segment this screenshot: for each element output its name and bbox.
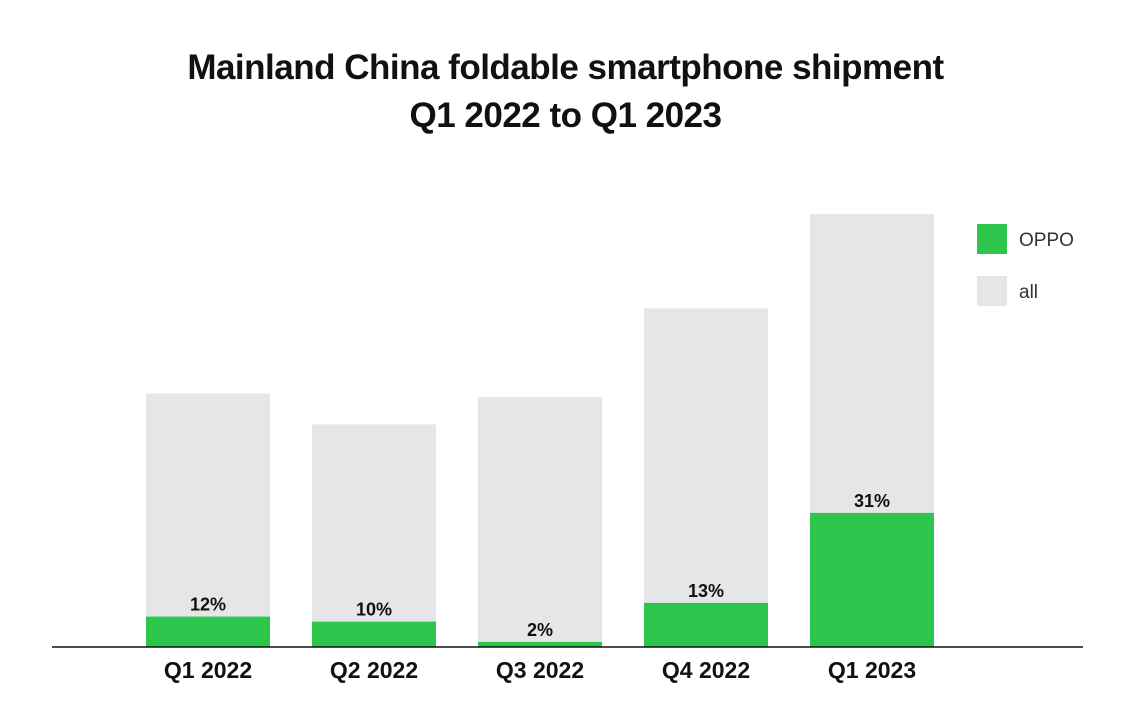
bars-group: 12% 10% 2% 13% 31% [146, 214, 934, 647]
bar-oppo-3 [644, 602, 768, 647]
bar-oppo-1 [312, 621, 436, 647]
chart-title: Mainland China foldable smartphone shipm… [0, 44, 1131, 140]
legend-swatch-all [977, 276, 1007, 306]
x-tick-label-3: Q4 2022 [662, 657, 750, 683]
legend-label-all: all [1019, 282, 1038, 303]
bar-oppo-0 [146, 616, 270, 647]
bar-all-0 [146, 393, 270, 647]
data-label-oppo-3: 13% [688, 581, 724, 601]
data-label-oppo-4: 31% [854, 491, 890, 511]
x-tick-label-1: Q2 2022 [330, 657, 418, 683]
data-label-oppo-2: 2% [527, 620, 553, 640]
x-tick-label-2: Q3 2022 [496, 657, 584, 683]
bar-oppo-2 [478, 641, 602, 647]
legend-swatch-oppo [977, 224, 1007, 254]
legend-label-oppo: OPPO [1019, 230, 1074, 251]
title-line: Mainland China foldable smartphone shipm… [187, 48, 944, 87]
x-tick-labels: Q1 2022 Q2 2022 Q3 2022 Q4 2022 Q1 2023 [164, 657, 916, 683]
bar-all-2 [478, 397, 602, 647]
data-label-oppo-1: 10% [356, 600, 392, 620]
bar-all-1 [312, 424, 436, 647]
x-tick-label-0: Q1 2022 [164, 657, 252, 683]
subtitle-line: Q1 2022 to Q1 2023 [409, 96, 722, 135]
data-label-oppo-0: 12% [190, 595, 226, 615]
bar-all-3 [644, 308, 768, 647]
legend: OPPO all [977, 224, 1074, 306]
x-tick-label-4: Q1 2023 [828, 657, 916, 683]
bar-oppo-4 [810, 512, 934, 647]
